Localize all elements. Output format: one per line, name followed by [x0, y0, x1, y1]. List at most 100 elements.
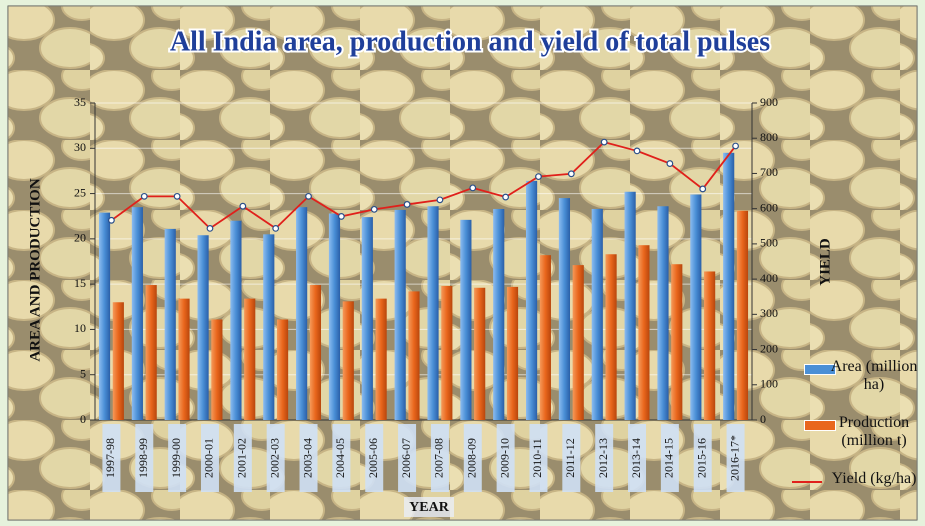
x-tick-box: [398, 424, 417, 492]
bar: [342, 301, 354, 420]
x-tick-box: [135, 424, 154, 492]
line: [110, 141, 737, 230]
line-point: [370, 205, 378, 213]
y2-tick-label: 100: [760, 377, 778, 391]
x-tick-label: 2008-09: [465, 438, 479, 478]
bar: [211, 319, 223, 420]
line-point: [502, 193, 510, 201]
y2-tick-label: 500: [760, 236, 778, 250]
x-tick-label: 2010-11: [530, 438, 544, 478]
y-tick-label: 15: [74, 276, 86, 290]
bar: [309, 285, 322, 420]
y-tick-label: 30: [74, 140, 86, 154]
bar: [657, 206, 669, 420]
x-tick-box: [168, 424, 187, 492]
line-point: [633, 147, 641, 155]
legend-item: Production (million t): [800, 414, 922, 470]
bar: [98, 212, 111, 420]
x-tick-label: 2000-01: [202, 438, 216, 478]
line-point: [108, 216, 115, 224]
x-tick-box: [595, 424, 614, 492]
line-point: [469, 184, 477, 192]
y2-axis-label: YIELD: [817, 238, 833, 286]
legend-swatch: [804, 420, 836, 431]
bar: [591, 208, 603, 420]
x-tick-label: 2016-17*: [727, 435, 741, 481]
x-tick-label: 2007-08: [432, 438, 446, 478]
line-point: [699, 185, 707, 193]
line-point: [239, 202, 247, 210]
x-tick-label: 2009-10: [497, 438, 511, 478]
x-tick-label: 1999-00: [169, 438, 183, 478]
x-tick-box: [463, 424, 482, 492]
bar: [131, 207, 143, 420]
x-tick-label: 2002-03: [267, 438, 281, 478]
bar: [375, 298, 387, 420]
x-tick-box: [299, 424, 318, 492]
x-tick-label: 1998-99: [136, 438, 150, 478]
line-point: [600, 138, 608, 146]
x-tick-box: [430, 424, 449, 492]
bar: [361, 217, 373, 420]
line-point: [436, 196, 444, 204]
y-tick-label: 5: [80, 366, 86, 380]
x-tick-box: [332, 424, 351, 492]
y2-tick-label: 200: [760, 341, 778, 355]
y-tick-label: 10: [74, 321, 86, 335]
bar: [624, 191, 636, 420]
line-point: [272, 224, 280, 232]
bar: [474, 287, 486, 420]
bar: [493, 208, 505, 420]
bar: [145, 285, 157, 420]
bar: [506, 286, 519, 420]
bar: [558, 198, 571, 420]
bar: [605, 254, 617, 420]
x-tick-box: [200, 424, 219, 492]
x-axis-label: YEAR: [409, 500, 450, 515]
x-tick-box: [365, 424, 384, 492]
x-tick-box: [693, 424, 712, 492]
bar: [539, 255, 551, 420]
x-tick-label: 2004-05: [333, 438, 347, 478]
y-tick-label: 20: [74, 231, 86, 245]
bar: [178, 298, 190, 420]
bar: [525, 180, 538, 420]
bar: [328, 213, 341, 420]
x-tick-box: [102, 424, 121, 492]
line-point: [535, 173, 542, 181]
legend-label: Yield (kg/ha): [831, 470, 917, 487]
y2-tick-label: 300: [760, 306, 778, 320]
bar: [638, 245, 650, 420]
legend-label: Production (million t): [838, 414, 910, 449]
bar: [704, 271, 716, 420]
bar: [244, 298, 256, 420]
x-tick-label: 2013-14: [629, 438, 643, 478]
bar: [460, 219, 472, 420]
bar: [671, 264, 683, 420]
legend: Area (million ha) Production (million t) Y…: [792, 358, 922, 526]
y-tick-label: 0: [80, 412, 86, 426]
x-tick-label: 2001-02: [235, 438, 249, 478]
y2-tick-label: 700: [760, 165, 778, 179]
x-tick-label: 2015-16: [694, 438, 708, 478]
line-point: [567, 170, 575, 178]
legend-item: Yield (kg/ha): [792, 470, 922, 526]
bar: [296, 207, 308, 420]
x-tick-label: 2014-15: [662, 438, 676, 478]
y2-tick-label: 800: [760, 130, 778, 144]
bar: [408, 291, 420, 420]
y-tick-label: 25: [74, 185, 86, 199]
x-tick-box: [628, 424, 647, 492]
x-tick-box: [233, 424, 252, 492]
x-tick-label: 2003-04: [300, 438, 314, 478]
line-point: [666, 160, 674, 167]
x-tick-box: [266, 424, 285, 492]
chart-title: All India area, production and yield of …: [170, 26, 770, 57]
y-tick-label: 35: [74, 95, 86, 109]
x-tick-box: [726, 424, 745, 492]
x-tick-label: 1997-98: [103, 438, 117, 478]
x-tick-box: [562, 424, 581, 492]
line-point: [140, 192, 148, 200]
x-tick-box: [660, 424, 679, 492]
